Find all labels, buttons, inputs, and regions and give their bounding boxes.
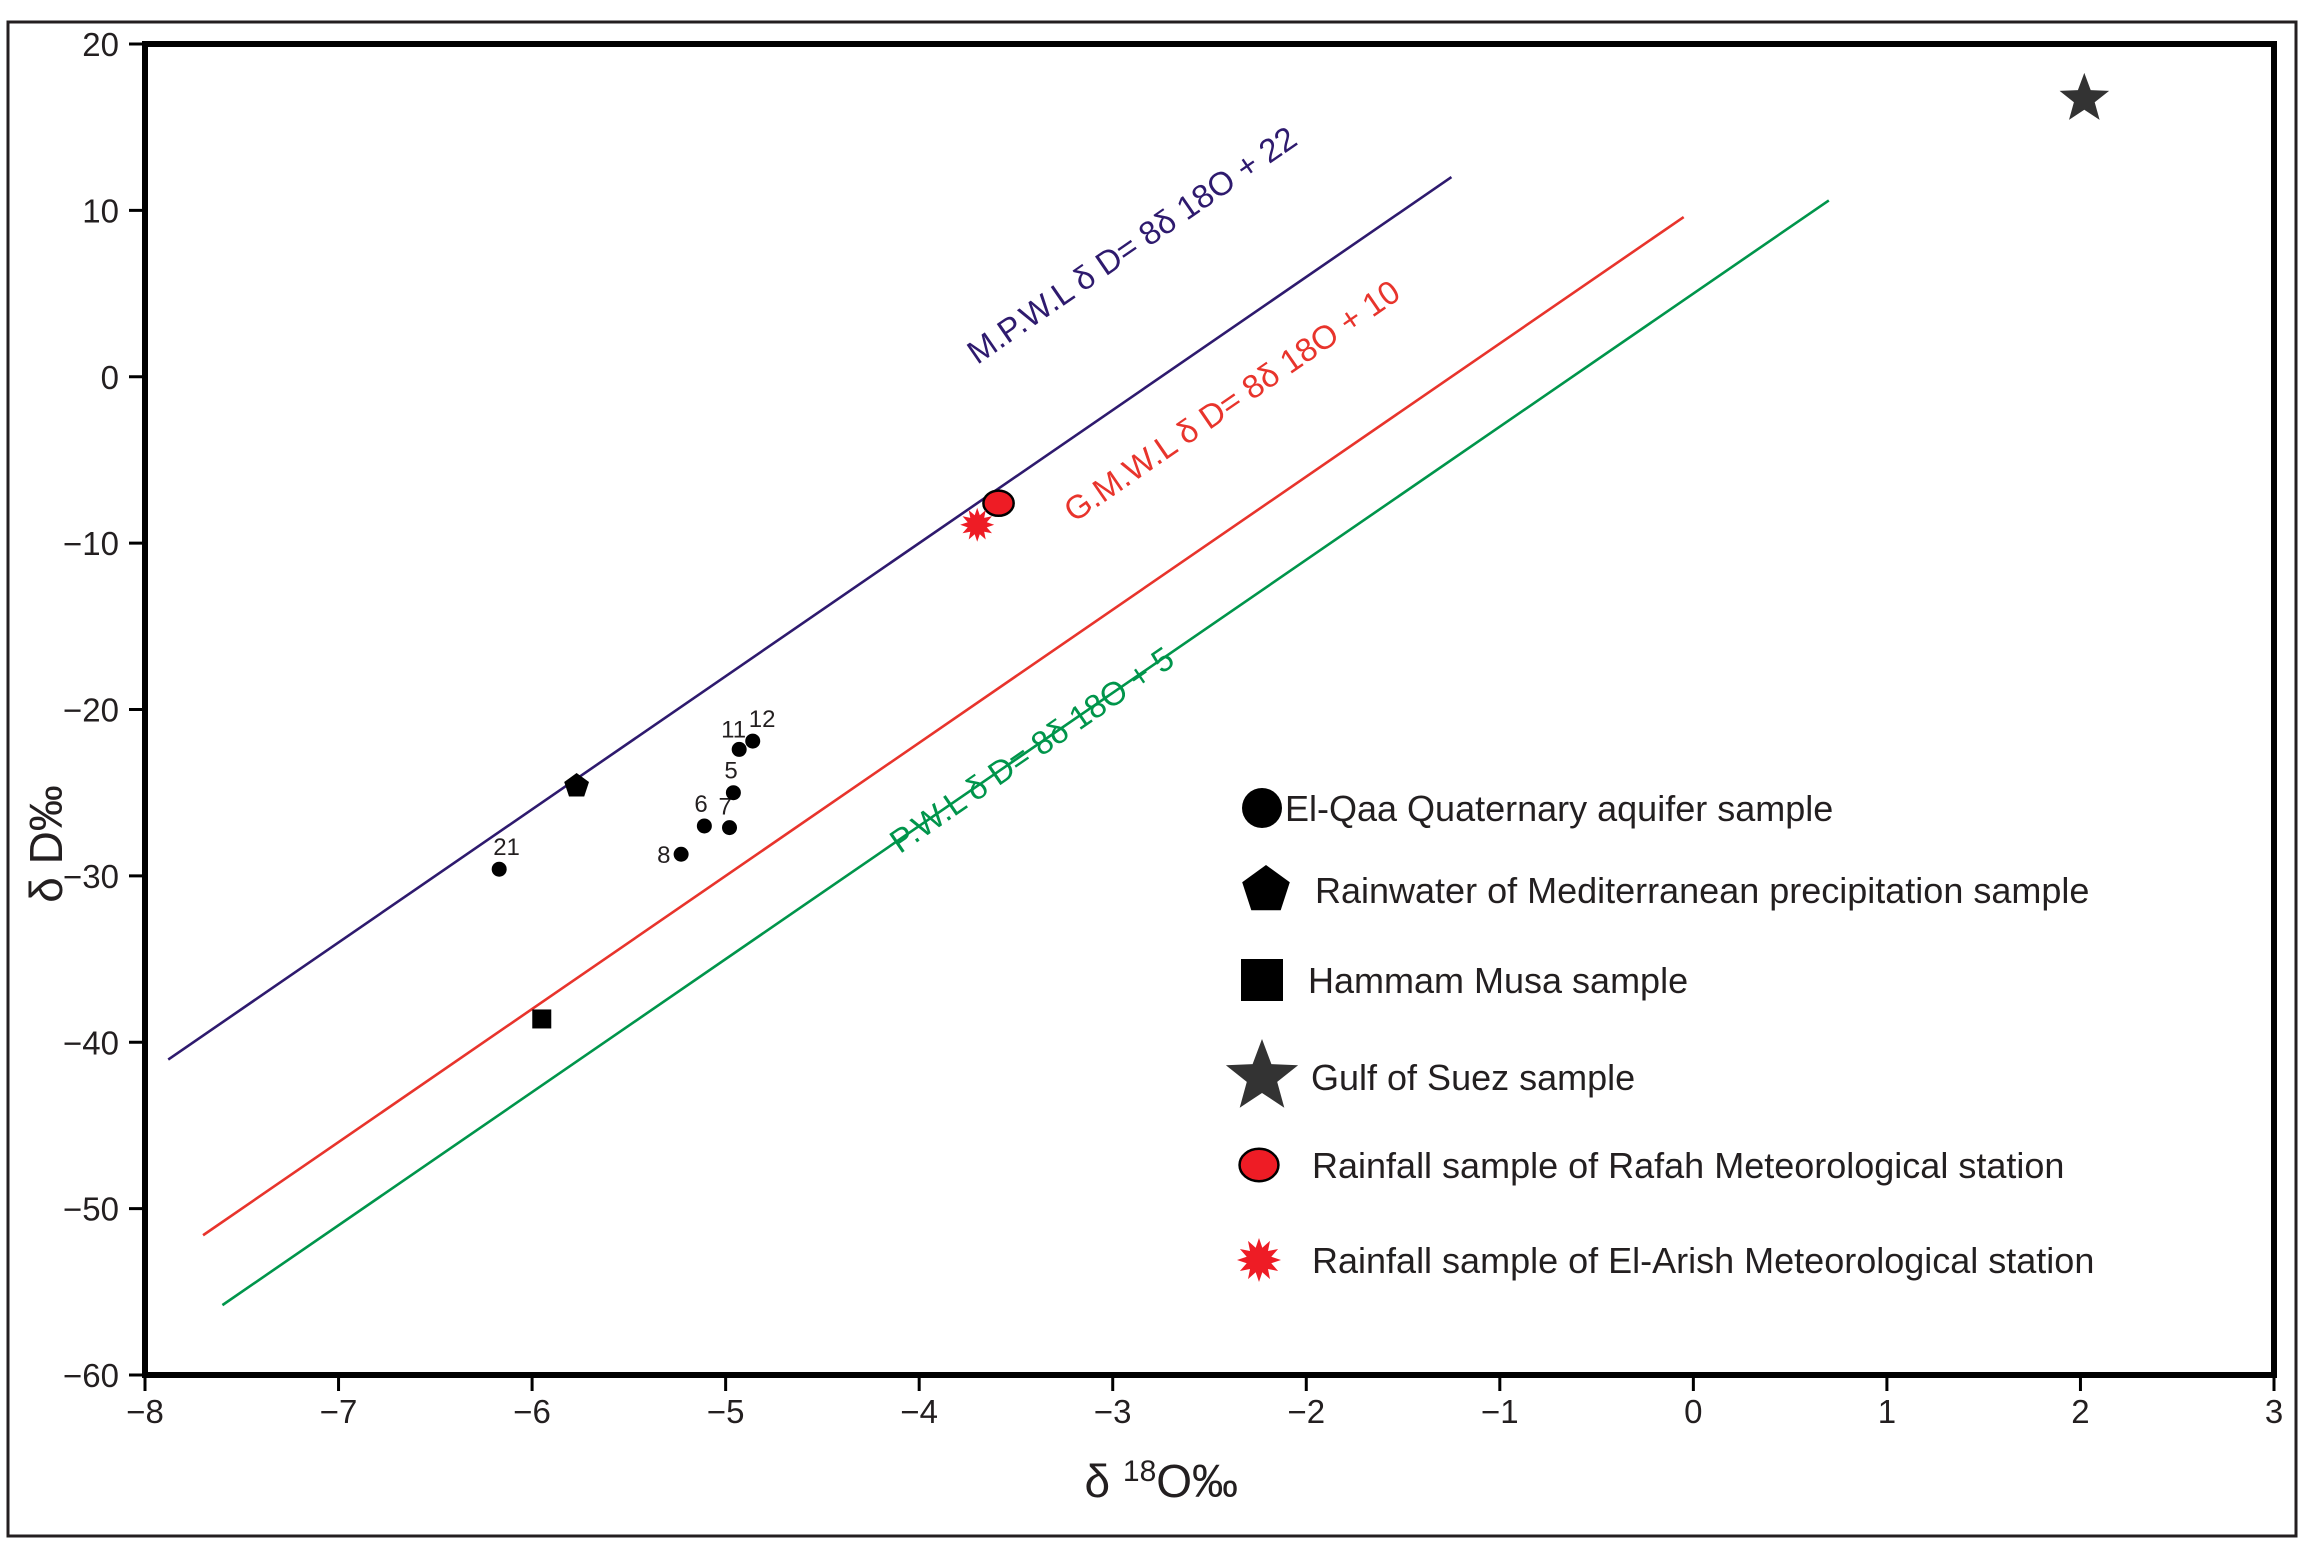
y-axis-title: δ D‰: [20, 785, 72, 903]
circle-point: [696, 818, 712, 834]
burst-point: [960, 507, 995, 542]
data-points: 21 86 7 5 11 12: [491, 72, 2110, 1029]
y-tick-label: −60: [63, 1357, 119, 1394]
square-point: [532, 1009, 552, 1029]
pentagon-point: [564, 773, 589, 797]
y-tick-label: −30: [63, 858, 119, 895]
outer-frame: [6, 20, 2298, 1538]
point-label: 8: [657, 842, 670, 869]
circle-point: [745, 733, 761, 749]
star-point: [2059, 72, 2110, 120]
legend-burst-icon: [1237, 1238, 1281, 1282]
legend-item-label: Rainfall sample of El-Arish Meteorologic…: [1312, 1240, 2094, 1281]
axis-ticks: −8 −7 −6 −5 −4 −3 −2 −1 0 1 2 320100−10−20−30−40−50…: [63, 26, 2283, 1430]
legend-item-label: Hammam Musa sample: [1308, 960, 1688, 1001]
circle-point: [491, 861, 507, 877]
x-tick-label: 1: [1878, 1393, 1896, 1430]
legend-red-circle-icon: [1238, 1147, 1280, 1183]
x-tick-label: −2: [1287, 1393, 1325, 1430]
point-label: 12: [749, 706, 776, 733]
x-tick-label: −4: [900, 1393, 938, 1430]
legend-item-label: Rainwater of Mediterranean precipitation…: [1315, 870, 2089, 911]
gmwl-label: G.M.W.L δ D= 8δ 18O + 10: [1057, 273, 1406, 529]
x-tick-label: −3: [1094, 1393, 1132, 1430]
y-tick-label: −20: [63, 692, 119, 729]
circle-point: [722, 820, 738, 836]
legend-circle-icon: [1242, 788, 1282, 828]
point-label: 5: [724, 758, 737, 785]
x-tick-label: −6: [513, 1393, 551, 1430]
circle-point: [725, 785, 741, 801]
x-tick-label: −5: [707, 1393, 745, 1430]
x-tick-label: 0: [1684, 1393, 1702, 1430]
axis-labels: δ 18O‰ δ D‰: [20, 785, 1238, 1507]
legend-star-icon: [1225, 1039, 1299, 1108]
mpwl-label: M.P.W.L δ D= 8δ 18O + 22: [960, 119, 1303, 371]
y-tick-label: 10: [82, 192, 119, 229]
x-tick-label: −7: [320, 1393, 358, 1430]
y-tick-label: 0: [101, 359, 119, 396]
point-label: 11: [721, 716, 746, 743]
x-tick-label: 3: [2265, 1393, 2283, 1430]
circle-point: [731, 741, 747, 757]
gmwl-line: [202, 215, 1685, 1237]
legend-square-icon: [1241, 959, 1283, 1001]
y-tick-label: −10: [63, 525, 119, 562]
legend-item-label: Rainfall sample of Rafah Meteorological …: [1312, 1145, 2064, 1186]
x-axis-title: δ 18O‰: [1085, 1455, 1239, 1507]
y-tick-label: −50: [63, 1191, 119, 1228]
legend: El-Qaa Quaternary aquifer sample Rainwate…: [1225, 788, 2094, 1282]
x-tick-label: −8: [126, 1393, 164, 1430]
red-circle-point: [982, 489, 1015, 518]
y-tick-label: −40: [63, 1024, 119, 1061]
mpwl-line: [167, 176, 1453, 1061]
pwl-line: [221, 199, 1830, 1307]
legend-item-label: El-Qaa Quaternary aquifer sample: [1285, 788, 1833, 829]
circle-point: [673, 846, 689, 862]
point-label: 7: [719, 794, 732, 821]
y-tick-label: 20: [82, 26, 119, 63]
legend-item-label: Gulf of Suez sample: [1311, 1057, 1635, 1098]
pwl-label: P.W.L δ D= 8δ 18O + 5: [883, 639, 1181, 860]
x-tick-label: −1: [1481, 1393, 1519, 1430]
water-lines: M.P.W.L δ D= 8δ 18O + 22G.M.W.L δ D= 8δ …: [167, 119, 1830, 1307]
point-label: 6: [694, 791, 707, 818]
point-label: 21: [493, 834, 520, 861]
legend-pentagon-icon: [1242, 865, 1290, 911]
x-tick-label: 2: [2071, 1393, 2089, 1430]
